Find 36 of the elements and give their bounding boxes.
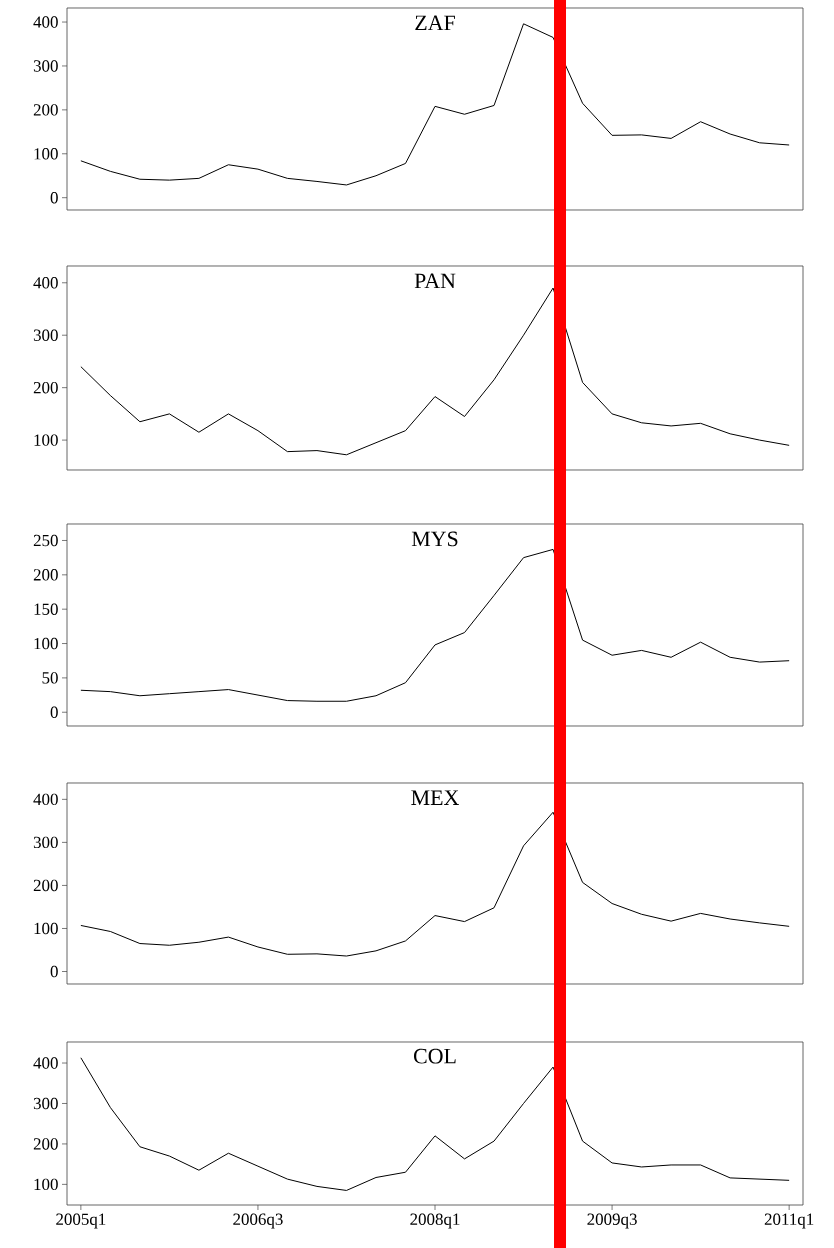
x-tick-label: 2006q3 xyxy=(233,1213,283,1229)
y-tick-label: 100 xyxy=(34,148,58,160)
y-tick-label: 200 xyxy=(33,879,58,892)
chart-title: PAN xyxy=(414,273,456,289)
x-tick-label: 2009q3 xyxy=(587,1213,637,1229)
chart-title: MEX xyxy=(411,790,459,805)
y-tick-label: 300 xyxy=(33,1097,58,1110)
y-tick-label: 100 xyxy=(34,1178,58,1191)
y-tick-label: 200 xyxy=(33,1138,58,1150)
chart-title: MYS xyxy=(411,531,458,547)
y-tick-label: 100 xyxy=(34,434,58,446)
y-tick-label: 50 xyxy=(42,672,58,684)
y-tick-label: 400 xyxy=(33,1057,58,1069)
x-tick-label: 2011q1 xyxy=(764,1213,814,1229)
line-series xyxy=(80,811,790,957)
y-tick-label: 300 xyxy=(33,329,58,341)
y-tick-label: 0 xyxy=(50,965,58,978)
y-tick-label: 400 xyxy=(33,277,58,289)
y-tick-label: 300 xyxy=(33,836,58,849)
y-tick-label: 300 xyxy=(33,60,58,72)
y-tick-label: 200 xyxy=(33,104,58,116)
chart-title: COL xyxy=(413,1048,456,1064)
x-tick-label: 2005q1 xyxy=(56,1213,106,1229)
y-tick-label: 250 xyxy=(33,534,58,547)
y-tick-label: 150 xyxy=(34,603,58,615)
y-tick-label: 0 xyxy=(50,706,58,718)
y-tick-label: 100 xyxy=(34,922,58,935)
chart-title: ZAF xyxy=(415,15,455,31)
y-tick-label: 400 xyxy=(33,793,58,806)
x-tick-label: 2008q1 xyxy=(410,1213,460,1229)
y-tick-label: 100 xyxy=(34,637,58,650)
y-tick-label: 200 xyxy=(33,569,58,581)
line-series xyxy=(80,287,790,456)
y-tick-label: 400 xyxy=(33,16,58,28)
y-tick-label: 200 xyxy=(33,381,58,394)
y-tick-label: 0 xyxy=(50,191,58,204)
